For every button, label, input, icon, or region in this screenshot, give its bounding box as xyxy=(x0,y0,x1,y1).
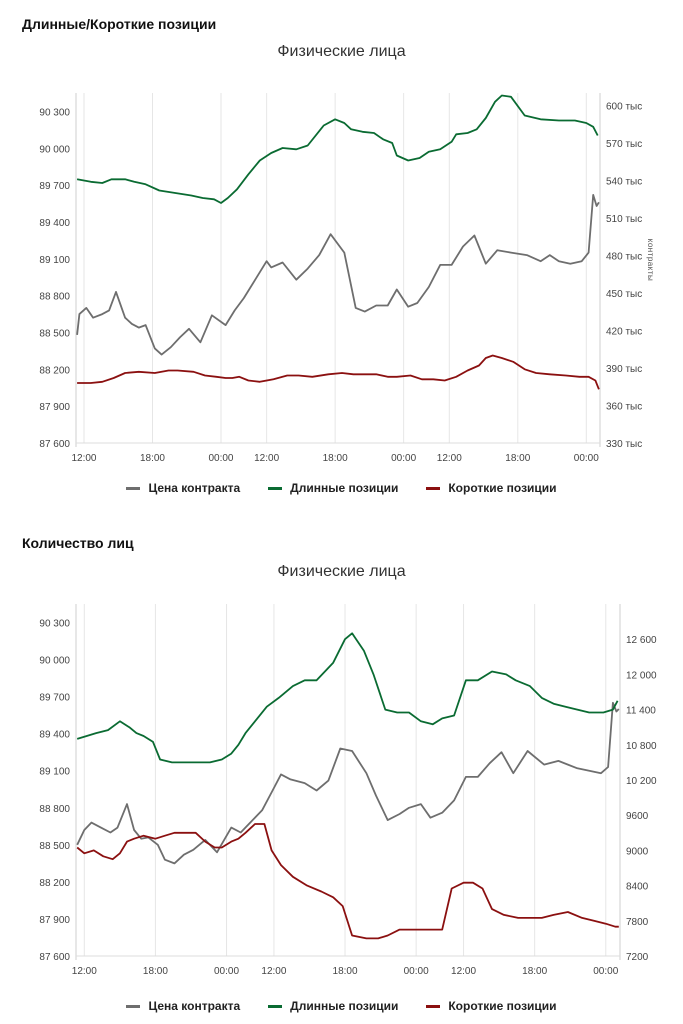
left-tick-label: 88 500 xyxy=(39,841,70,852)
legend-item-long[interactable]: Длинные позиции xyxy=(268,999,398,1013)
chart-count: 12:00 18:00 00:00 12:00 18:00 00:00 12:00 18:00… xyxy=(39,604,657,977)
x-tick-label: 00:00 xyxy=(574,453,599,464)
left-tick-label: 87 900 xyxy=(39,402,70,413)
right-tick-label: 540 тыс xyxy=(606,177,642,188)
x-tick-label: 18:00 xyxy=(522,966,547,977)
left-tick-label: 89 100 xyxy=(39,255,70,266)
right-axis-title: контракты xyxy=(646,239,655,282)
right-tick-label: 360 тыс xyxy=(606,402,642,413)
right-tick-label: 420 тыс xyxy=(606,327,642,338)
legend-label-price: Цена контракта xyxy=(148,999,241,1013)
x-tick-label: 00:00 xyxy=(404,966,429,977)
right-tick-label: 8400 xyxy=(626,882,649,893)
chart-title-count: Физические лица xyxy=(277,563,406,580)
x-tick-label: 18:00 xyxy=(143,966,168,977)
x-tick-label: 00:00 xyxy=(208,453,233,464)
right-tick-label: 480 тыс xyxy=(606,252,642,263)
legend-label-short: Короткие позиции xyxy=(448,481,557,495)
left-tick-label: 87 900 xyxy=(39,915,70,926)
left-tick-label: 88 200 xyxy=(39,365,70,376)
right-tick-label: 12 600 xyxy=(626,635,657,646)
legend-count: Цена контракта Длинные позиции Короткие … xyxy=(0,999,683,1013)
legend-item-short[interactable]: Короткие позиции xyxy=(426,481,557,495)
legend-item-long[interactable]: Длинные позиции xyxy=(268,481,398,495)
right-tick-label: 7800 xyxy=(626,917,649,928)
left-tick-label: 90 000 xyxy=(39,656,70,667)
left-tick-label: 90 300 xyxy=(39,107,70,118)
section-title-count: Количество лиц xyxy=(22,535,134,551)
x-tick-label: 12:00 xyxy=(72,966,97,977)
legend-label-short: Короткие позиции xyxy=(448,999,557,1013)
x-tick-label: 18:00 xyxy=(333,966,358,977)
left-tick-label: 90 300 xyxy=(39,619,70,630)
chart-positions: 12:00 18:00 00:00 12:00 18:00 00:00 12:00 18:00… xyxy=(39,93,655,464)
left-tick-label: 88 800 xyxy=(39,292,70,303)
left-tick-label: 89 100 xyxy=(39,767,70,778)
legend-label-long: Длинные позиции xyxy=(290,999,399,1013)
x-tick-label: 12:00 xyxy=(71,453,96,464)
short-positions-line[interactable] xyxy=(76,823,619,940)
legend-item-short[interactable]: Короткие позиции xyxy=(426,999,557,1013)
left-tick-label: 90 000 xyxy=(39,144,70,155)
x-tick-label: 18:00 xyxy=(323,453,348,464)
legend-item-price[interactable]: Цена контракта xyxy=(126,999,240,1013)
left-tick-label: 89 400 xyxy=(39,730,70,741)
left-tick-label: 89 700 xyxy=(39,181,70,192)
right-tick-label: 9600 xyxy=(626,811,649,822)
long-positions-line[interactable] xyxy=(76,632,619,764)
right-tick-label: 450 тыс xyxy=(606,289,642,300)
x-tick-label: 00:00 xyxy=(593,966,618,977)
legend-label-price: Цена контракта xyxy=(148,481,241,495)
x-tick-label: 12:00 xyxy=(437,453,462,464)
long-positions-line[interactable] xyxy=(76,94,599,204)
legend-positions: Цена контракта Длинные позиции Короткие … xyxy=(0,481,683,495)
left-tick-label: 87 600 xyxy=(39,439,70,450)
right-tick-label: 10 200 xyxy=(626,776,657,787)
x-tick-label: 18:00 xyxy=(140,453,165,464)
right-tick-label: 330 тыс xyxy=(606,439,642,450)
x-tick-label: 12:00 xyxy=(261,966,286,977)
left-tick-label: 89 400 xyxy=(39,218,70,229)
x-tick-label: 12:00 xyxy=(451,966,476,977)
right-tick-label: 11 400 xyxy=(626,706,656,717)
right-tick-label: 570 тыс xyxy=(606,139,642,150)
right-tick-label: 510 тыс xyxy=(606,214,642,225)
short-positions-line[interactable] xyxy=(77,354,600,390)
right-tick-label: 600 тыс xyxy=(606,102,642,113)
left-tick-label: 88 800 xyxy=(39,804,70,815)
x-tick-label: 00:00 xyxy=(391,453,416,464)
left-tick-label: 89 700 xyxy=(39,693,70,704)
price-line[interactable] xyxy=(76,701,620,865)
right-tick-label: 7200 xyxy=(626,952,649,963)
x-tick-label: 00:00 xyxy=(214,966,239,977)
price-line[interactable] xyxy=(76,193,600,356)
legend-label-long: Длинные позиции xyxy=(290,481,399,495)
right-tick-label: 10 800 xyxy=(626,741,657,752)
section-title-positions: Длинные/Короткие позиции xyxy=(22,16,217,32)
left-tick-label: 87 600 xyxy=(39,952,70,963)
x-tick-label: 18:00 xyxy=(505,453,530,464)
x-tick-label: 12:00 xyxy=(254,453,279,464)
left-tick-label: 88 500 xyxy=(39,328,70,339)
chart-title-positions: Физические лица xyxy=(277,43,406,60)
right-tick-label: 12 000 xyxy=(626,670,657,681)
right-tick-label: 390 тыс xyxy=(606,364,642,375)
left-tick-label: 88 200 xyxy=(39,878,70,889)
legend-item-price[interactable]: Цена контракта xyxy=(126,481,240,495)
right-tick-label: 9000 xyxy=(626,846,649,857)
